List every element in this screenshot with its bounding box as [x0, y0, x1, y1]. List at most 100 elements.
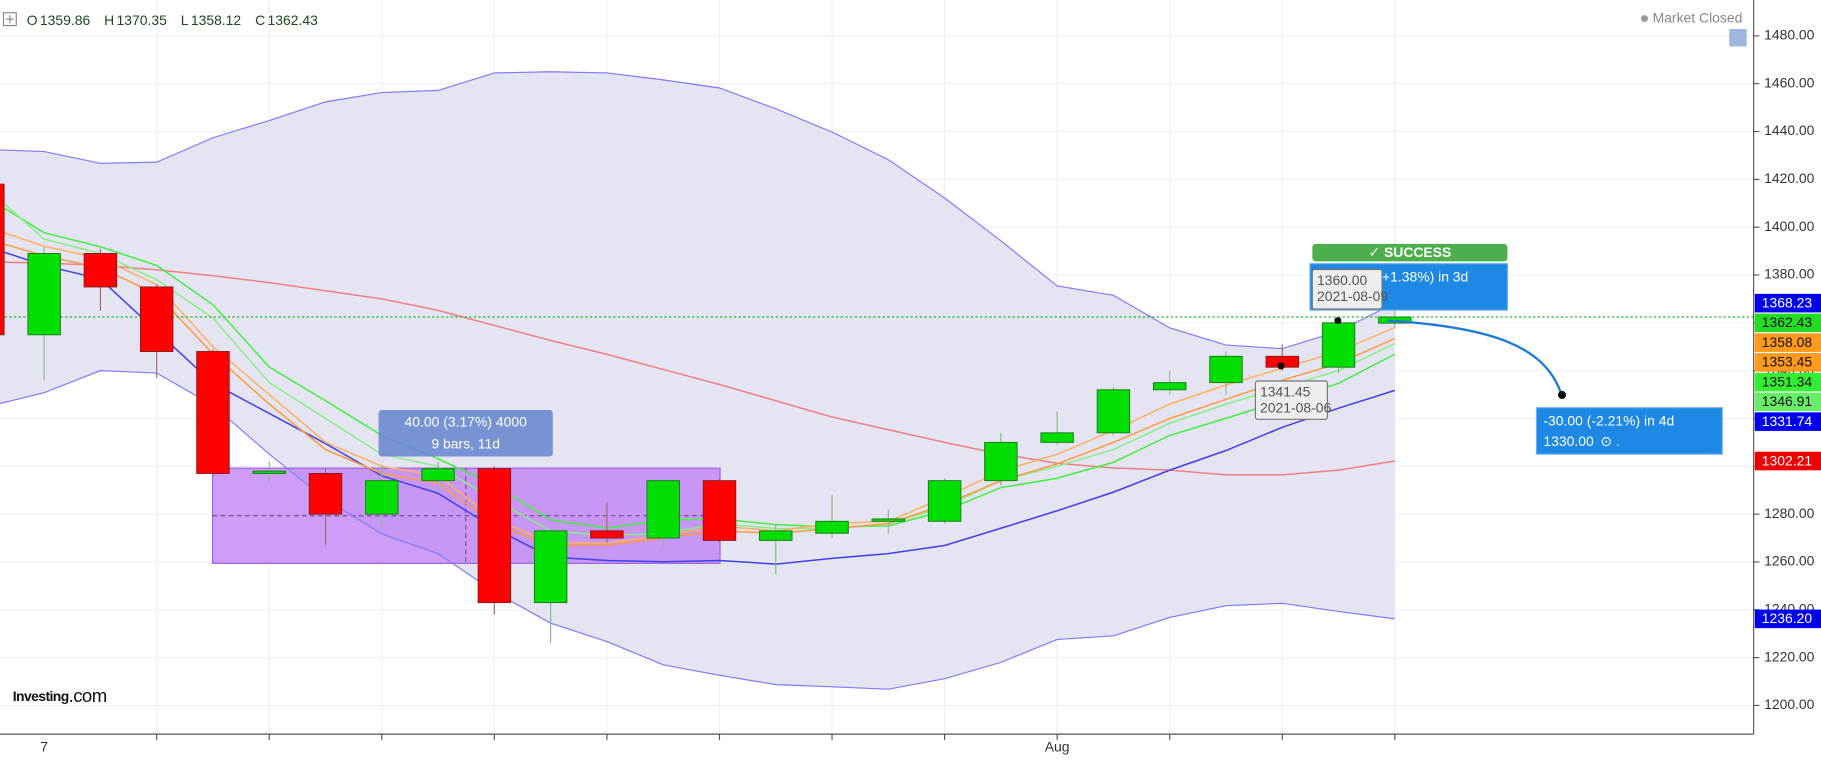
bollinger-fill [0, 71, 1395, 690]
projection-target-dot [1557, 390, 1567, 400]
y-tick-label: 1460.00 [1764, 74, 1815, 90]
tooltip-high-box [1311, 268, 1383, 310]
candle-body [83, 253, 118, 288]
projection-label: -30.00 (-2.21%) in 4d [1543, 412, 1674, 428]
projection-box [1535, 407, 1723, 455]
candle-body [252, 470, 286, 474]
ohlc-key: L [181, 12, 189, 28]
ohlc-key: O [27, 12, 38, 28]
ohlc-key: H [104, 12, 114, 28]
plot-area [0, 71, 1754, 690]
ohlc-value: 1362.43 [267, 12, 318, 28]
measure-sublabel: 9 bars, 11d [431, 436, 500, 452]
y-tick-label: 1420.00 [1764, 170, 1815, 186]
candle-body [702, 480, 737, 541]
ohlc-value: 1358.12 [191, 12, 242, 28]
price-label-box [1754, 353, 1821, 372]
price-label-box [1754, 293, 1821, 313]
x-tick-label: Aug [1045, 739, 1070, 755]
y-tick-label: 1400.00 [1764, 218, 1815, 234]
candle-body [477, 468, 512, 604]
market-status: Market Closed [1653, 9, 1743, 25]
y-axis: 1200.001220.001240.001260.001280.001300.… [40, 27, 1821, 755]
y-tick-label: 1260.00 [1764, 553, 1815, 569]
candle-body [1040, 432, 1074, 443]
tooltip-low-date: 2021-08-06 [1260, 400, 1331, 416]
price-label-box [1754, 333, 1821, 352]
ohlc-value: 1359.86 [40, 12, 91, 28]
candle-body [0, 183, 5, 336]
price-label: 1302.21 [1762, 452, 1813, 468]
candle-body [984, 441, 1018, 482]
price-label-box [1754, 372, 1821, 392]
menu-icon[interactable] [2, 12, 17, 27]
tooltip-high-date: 2021-08-09 [1317, 288, 1388, 304]
ohlc-key: C [255, 12, 265, 28]
brand: Investing [13, 688, 69, 704]
projection-target: 1330.00 [1543, 433, 1594, 449]
measure-label: 40.00 (3.17%) 4000 [405, 414, 528, 430]
price-label-box [1754, 392, 1821, 412]
anchor-dot [1277, 362, 1285, 370]
candle-body [308, 473, 343, 515]
settings-button[interactable] [1729, 29, 1747, 47]
price-label: 1346.91 [1762, 393, 1813, 409]
brand-suffix: .com [69, 685, 107, 706]
success-text: ✓ SUCCESS [1368, 244, 1451, 260]
price-label-box [1754, 313, 1821, 333]
y-tick-label: 1220.00 [1764, 648, 1815, 664]
candle-body [139, 286, 174, 352]
candle-body [421, 468, 455, 482]
y-tick-label: 1200.00 [1764, 696, 1815, 712]
price-label-box [1754, 609, 1821, 629]
candle-body [1096, 389, 1131, 434]
indicator-line [0, 198, 1396, 537]
indicator-line [0, 204, 1396, 529]
price-label-box [1754, 412, 1821, 431]
tooltip-low-box [1254, 380, 1329, 420]
ohlc-header: O 1359.86 H 1370.35 L 1358.12 C 1362.43 [27, 12, 318, 28]
candle-body [1321, 322, 1356, 368]
candle-body [815, 520, 849, 534]
price-label: 1362.43 [1762, 314, 1813, 330]
price-label: 1351.34 [1762, 373, 1813, 389]
price-label: 1353.45 [1762, 354, 1813, 370]
y-tick-label: 1480.00 [1764, 27, 1815, 43]
candle-body [365, 480, 399, 515]
success-badge [1312, 243, 1508, 262]
candle-body [759, 530, 793, 541]
projection-arrow [1387, 319, 1562, 394]
annotations: 40.00 (3.17%) 4000 9 bars, 11d ✓ SUCCESS +1… [378, 243, 1723, 457]
price-label: 1358.08 [1762, 334, 1813, 350]
prior-projection: +1.38%) in 3d [1382, 268, 1468, 284]
price-label: 1368.23 [1762, 294, 1813, 310]
candle-body [646, 480, 680, 539]
anchor-dot [1334, 317, 1342, 325]
candle-body [590, 530, 624, 539]
y-tick-label: 1280.00 [1764, 505, 1815, 521]
measure-label-box [378, 410, 553, 457]
ohlc-value: 1370.35 [117, 12, 168, 28]
projection-icon: ⊙ . [1600, 433, 1619, 449]
header: O 1359.86 H 1370.35 L 1358.12 C 1362.43 Market … [2, 9, 1747, 47]
brand-logo: Investing.com [13, 685, 107, 706]
candle-body [1209, 355, 1243, 384]
price-label: 1236.20 [1762, 610, 1813, 626]
status-dot [1640, 15, 1648, 23]
candle-body [533, 530, 568, 604]
tooltip-high-price: 1360.00 [1317, 272, 1368, 288]
y-tick-label: 1440.00 [1764, 122, 1815, 138]
candle-body [927, 480, 962, 522]
tooltip-low-price: 1341.45 [1260, 383, 1311, 399]
candle-body [27, 253, 61, 336]
y-tick-label: 1380.00 [1764, 266, 1815, 282]
x-tick-label: 7 [40, 739, 48, 755]
price-label: 1331.74 [1762, 413, 1813, 429]
candle-body [871, 518, 906, 522]
price-label-box [1754, 451, 1821, 471]
indicator-line [0, 71, 1396, 350]
candle-body [196, 351, 230, 474]
indicator-line [0, 261, 1395, 476]
